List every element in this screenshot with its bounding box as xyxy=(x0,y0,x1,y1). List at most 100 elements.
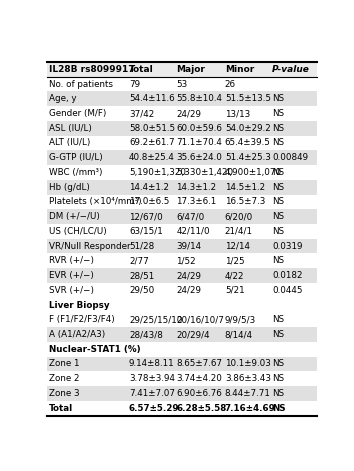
Text: 9.14±8.11: 9.14±8.11 xyxy=(129,359,175,368)
Text: Major: Major xyxy=(176,65,205,74)
Text: NS: NS xyxy=(272,168,284,177)
Bar xyxy=(47,401,317,415)
Text: 2/77: 2/77 xyxy=(129,256,149,265)
Text: 24/29: 24/29 xyxy=(176,286,201,295)
Bar xyxy=(47,136,317,150)
Bar xyxy=(47,386,317,401)
Text: WBC (/mm³): WBC (/mm³) xyxy=(49,168,103,177)
Text: 79: 79 xyxy=(129,80,140,89)
Text: 0.0182: 0.0182 xyxy=(272,271,303,280)
Text: 0.0319: 0.0319 xyxy=(272,242,303,251)
Text: IL28B rs8099917: IL28B rs8099917 xyxy=(49,65,135,74)
Text: US (CH/LC/U): US (CH/LC/U) xyxy=(49,227,107,236)
Text: NS: NS xyxy=(272,315,284,325)
Text: 3.74±4.20: 3.74±4.20 xyxy=(176,374,222,383)
Text: 58.0±51.5: 58.0±51.5 xyxy=(129,124,175,133)
Text: 40.8±25.4: 40.8±25.4 xyxy=(129,153,175,162)
Text: 69.2±61.7: 69.2±61.7 xyxy=(129,138,175,147)
Text: 51.4±25.3: 51.4±25.3 xyxy=(225,153,271,162)
Text: RVR (+/−): RVR (+/−) xyxy=(49,256,94,265)
Text: NS: NS xyxy=(272,227,284,236)
Text: 17.3±6.1: 17.3±6.1 xyxy=(176,197,216,206)
Text: 29/25/15/10: 29/25/15/10 xyxy=(129,315,182,325)
Bar xyxy=(47,165,317,180)
Text: 13/13: 13/13 xyxy=(225,109,250,118)
Text: NS: NS xyxy=(272,138,284,147)
Text: NS: NS xyxy=(272,389,284,398)
Text: 6.90±6.76: 6.90±6.76 xyxy=(176,389,222,398)
Text: NS: NS xyxy=(272,212,284,221)
Text: 16.5±7.3: 16.5±7.3 xyxy=(225,197,265,206)
Text: 6.28±5.58: 6.28±5.58 xyxy=(176,404,227,413)
Bar xyxy=(47,121,317,136)
Text: 71.1±70.4: 71.1±70.4 xyxy=(176,138,222,147)
Text: 53: 53 xyxy=(176,80,188,89)
Text: 6/47/0: 6/47/0 xyxy=(176,212,205,221)
Text: 10.1±9.03: 10.1±9.03 xyxy=(225,359,271,368)
Bar xyxy=(47,180,317,195)
Text: NS: NS xyxy=(272,404,286,413)
Text: 35.6±24.0: 35.6±24.0 xyxy=(176,153,222,162)
Bar xyxy=(47,283,317,298)
Text: Age, y: Age, y xyxy=(49,94,77,103)
Text: 5,330±1,420: 5,330±1,420 xyxy=(176,168,233,177)
Text: DM (+/−/U): DM (+/−/U) xyxy=(49,212,100,221)
Text: 7.41±7.07: 7.41±7.07 xyxy=(129,389,175,398)
Text: G-GTP (IU/L): G-GTP (IU/L) xyxy=(49,153,103,162)
Text: 29/50: 29/50 xyxy=(129,286,154,295)
Bar xyxy=(47,224,317,239)
Bar xyxy=(47,268,317,283)
Text: 4,900±1,070: 4,900±1,070 xyxy=(225,168,282,177)
Text: 37/42: 37/42 xyxy=(129,109,154,118)
Text: 14.3±1.2: 14.3±1.2 xyxy=(176,183,216,192)
Text: 12/14: 12/14 xyxy=(225,242,250,251)
Bar xyxy=(47,195,317,209)
Text: Minor: Minor xyxy=(225,65,254,74)
Text: 1/25: 1/25 xyxy=(225,256,245,265)
Text: Liver Biopsy: Liver Biopsy xyxy=(49,300,110,309)
Text: 24/29: 24/29 xyxy=(176,109,201,118)
Text: 1/52: 1/52 xyxy=(176,256,196,265)
Text: 0.00849: 0.00849 xyxy=(272,153,308,162)
Text: 55.8±10.4: 55.8±10.4 xyxy=(176,94,222,103)
Text: Platelets (×10⁴/mm³): Platelets (×10⁴/mm³) xyxy=(49,197,142,206)
Text: ALT (IU/L): ALT (IU/L) xyxy=(49,138,91,147)
Text: VR/Null Responder: VR/Null Responder xyxy=(49,242,131,251)
Text: 4/22: 4/22 xyxy=(225,271,244,280)
Text: Zone 2: Zone 2 xyxy=(49,374,80,383)
Text: 24/29: 24/29 xyxy=(176,271,201,280)
Bar xyxy=(47,371,317,386)
Text: 20/29/4: 20/29/4 xyxy=(176,330,210,339)
Text: Hb (g/dL): Hb (g/dL) xyxy=(49,183,90,192)
Text: NS: NS xyxy=(272,109,284,118)
Bar xyxy=(47,150,317,165)
Bar xyxy=(47,312,317,327)
Text: 6.57±5.29: 6.57±5.29 xyxy=(129,404,179,413)
Text: P-value: P-value xyxy=(272,65,310,74)
Text: 14.4±1.2: 14.4±1.2 xyxy=(129,183,169,192)
Text: 51.5±13.5: 51.5±13.5 xyxy=(225,94,271,103)
Text: Zone 3: Zone 3 xyxy=(49,389,80,398)
Text: 54.4±11.6: 54.4±11.6 xyxy=(129,94,175,103)
Text: 60.0±59.6: 60.0±59.6 xyxy=(176,124,222,133)
Text: 9/9/5/3: 9/9/5/3 xyxy=(225,315,256,325)
Bar xyxy=(47,342,317,357)
Text: 17.0±6.5: 17.0±6.5 xyxy=(129,197,169,206)
Text: 0.0445: 0.0445 xyxy=(272,286,303,295)
Text: 7.16±4.69: 7.16±4.69 xyxy=(225,404,276,413)
Bar xyxy=(47,327,317,342)
Text: 39/14: 39/14 xyxy=(176,242,201,251)
Text: NS: NS xyxy=(272,183,284,192)
Bar xyxy=(47,298,317,312)
Bar xyxy=(47,91,317,106)
Bar xyxy=(47,253,317,268)
Text: 42/11/0: 42/11/0 xyxy=(176,227,210,236)
Text: NS: NS xyxy=(272,256,284,265)
Text: EVR (+/−): EVR (+/−) xyxy=(49,271,94,280)
Text: NS: NS xyxy=(272,197,284,206)
Text: 8.65±7.67: 8.65±7.67 xyxy=(176,359,222,368)
Bar xyxy=(47,77,317,91)
Text: 12/67/0: 12/67/0 xyxy=(129,212,162,221)
Text: NS: NS xyxy=(272,124,284,133)
Text: 26: 26 xyxy=(225,80,236,89)
